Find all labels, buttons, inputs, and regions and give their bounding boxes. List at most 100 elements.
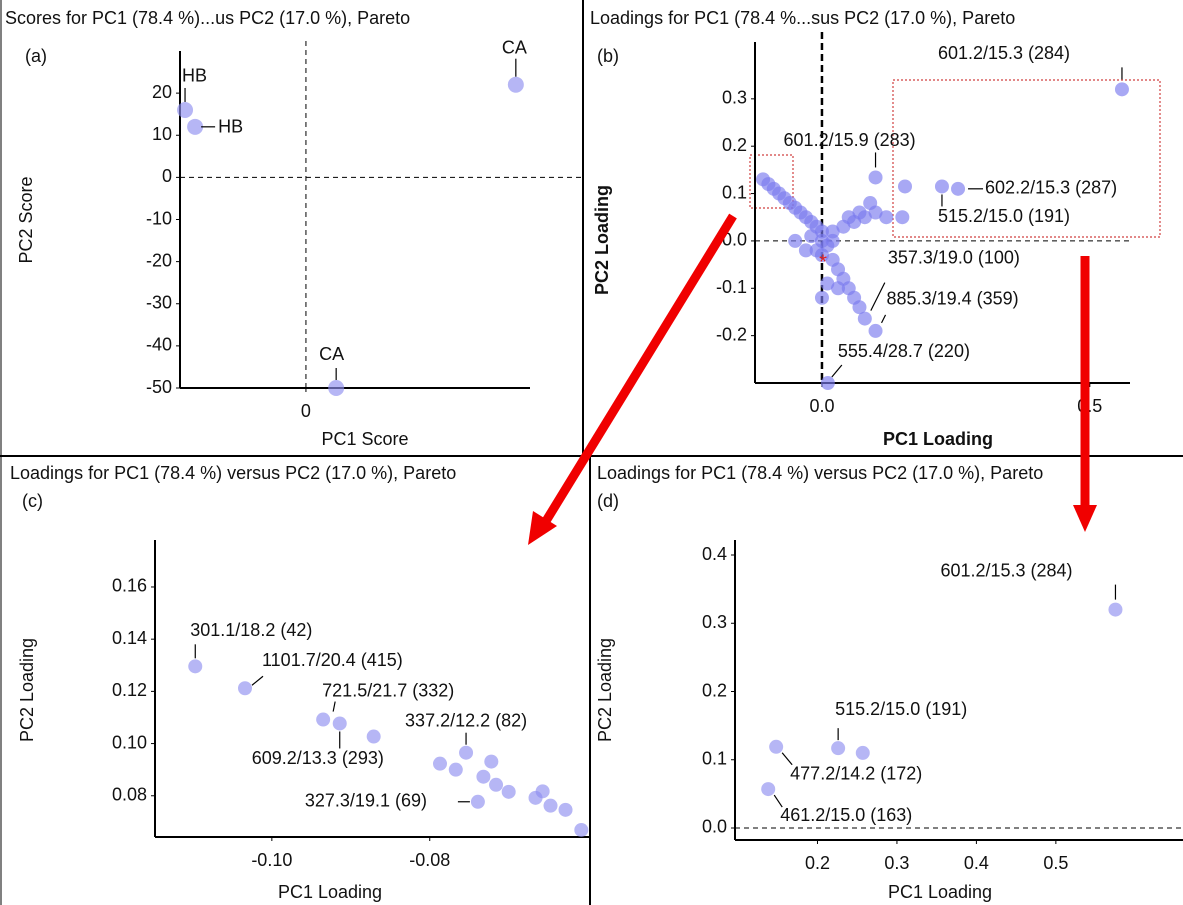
y-tick-label: 0.16 — [112, 576, 147, 596]
point — [798, 243, 813, 258]
point — [1114, 82, 1129, 97]
x-axis-label: PC1 Loading — [888, 882, 992, 902]
point — [868, 170, 883, 185]
point — [761, 782, 776, 797]
y-tick-label: -0.2 — [716, 324, 747, 344]
y-tick-label: 0.3 — [722, 88, 747, 108]
point — [769, 739, 784, 754]
point — [879, 210, 894, 225]
point-label: 327.3/19.1 (69) — [305, 791, 427, 811]
point-label: 601.2/15.9 (283) — [784, 130, 916, 150]
point — [852, 205, 867, 220]
y-tick-label: 0 — [162, 166, 172, 186]
point — [448, 762, 463, 777]
center-marker: * — [819, 251, 827, 273]
point-label: 515.2/15.0 (191) — [835, 699, 967, 719]
panel-label: (a) — [25, 46, 47, 66]
point — [177, 101, 194, 118]
panel-title: Loadings for PC1 (78.4 %) versus PC2 (17… — [597, 463, 1043, 483]
y-axis-label: PC2 Score — [16, 176, 36, 263]
arrow-head — [528, 511, 557, 545]
point — [188, 659, 203, 674]
y-tick-label: 0.08 — [112, 785, 147, 805]
point — [238, 681, 252, 696]
point — [489, 777, 504, 792]
point-label: 515.2/15.0 (191) — [938, 206, 1070, 226]
x-axis-label: PC1 Loading — [278, 882, 382, 902]
panel-title: Scores for PC1 (78.4 %)...us PC2 (17.0 %… — [5, 8, 410, 28]
y-tick-label: 0.0 — [702, 817, 727, 837]
plots: Scores for PC1 (78.4 %)...us PC2 (17.0 %… — [5, 8, 1183, 902]
y-tick-label: 0.10 — [112, 732, 147, 752]
y-tick-label: -20 — [146, 250, 172, 270]
point-label: 601.2/15.3 (284) — [940, 560, 1072, 580]
point — [825, 224, 840, 239]
point-label: 357.3/19.0 (100) — [888, 247, 1020, 267]
panel-label: (b) — [597, 46, 619, 66]
point — [332, 716, 347, 731]
point-label: 301.1/18.2 (42) — [190, 620, 312, 640]
point — [574, 822, 589, 837]
x-tick-label: -0.10 — [251, 850, 292, 870]
leader-line — [251, 675, 264, 686]
y-tick-label: 20 — [152, 82, 172, 102]
x-axis-label: PC1 Score — [321, 429, 408, 449]
point-label: 337.2/12.2 (82) — [405, 710, 527, 730]
panel-title: Loadings for PC1 (78.4 %) versus PC2 (17… — [10, 463, 456, 483]
point — [857, 311, 872, 326]
point — [788, 233, 803, 248]
zoom-box — [749, 154, 794, 209]
point — [831, 741, 846, 756]
y-tick-label: 0.1 — [702, 748, 727, 768]
point — [898, 179, 912, 194]
point — [1108, 602, 1123, 617]
x-tick-label: 0.3 — [884, 853, 909, 873]
x-tick-label: 0.5 — [1043, 853, 1068, 873]
x-tick-label: 0.4 — [964, 853, 989, 873]
point — [809, 243, 824, 258]
point-label: 1101.7/20.4 (415) — [262, 650, 403, 670]
arrow — [542, 213, 737, 524]
point-label: HB — [218, 117, 243, 137]
point — [501, 784, 516, 799]
point — [820, 276, 835, 291]
point — [868, 323, 883, 338]
point-label: 609.2/13.3 (293) — [252, 748, 384, 768]
point — [507, 76, 524, 93]
leader-line — [831, 364, 843, 378]
point-label: CA — [319, 344, 344, 364]
point — [852, 300, 867, 315]
point — [316, 712, 331, 727]
y-tick-label: 0.14 — [112, 628, 147, 648]
point — [831, 281, 846, 296]
point-label: 477.2/14.2 (172) — [790, 764, 922, 784]
y-tick-label: 0.1 — [722, 182, 747, 202]
x-tick-label: 0 — [301, 401, 311, 421]
point — [484, 754, 499, 769]
y-tick-label: 0.0 — [722, 230, 747, 250]
point — [470, 794, 485, 809]
point — [459, 745, 474, 760]
point — [328, 380, 345, 396]
y-tick-label: 0.3 — [702, 612, 727, 632]
y-tick-label: 0.2 — [722, 135, 747, 155]
point — [855, 745, 870, 760]
x-tick-label: 0.2 — [805, 853, 830, 873]
y-tick-label: 0.12 — [112, 680, 147, 700]
point — [841, 210, 856, 225]
point-label: 602.2/15.3 (287) — [985, 178, 1117, 198]
point — [895, 210, 910, 225]
arrow-head — [1073, 505, 1097, 532]
point-label: HB — [182, 66, 207, 86]
y-tick-label: 0.2 — [702, 680, 727, 700]
panel-label: (d) — [597, 491, 619, 511]
leader-line — [880, 314, 887, 324]
leader-line — [332, 701, 336, 712]
point — [543, 798, 558, 813]
point — [558, 802, 573, 817]
point — [535, 784, 550, 799]
y-tick-label: -30 — [146, 293, 172, 313]
panel-title: Loadings for PC1 (78.4 %...sus PC2 (17.0… — [590, 8, 1015, 28]
y-tick-label: 10 — [152, 124, 172, 144]
zoom-box — [892, 79, 1161, 238]
